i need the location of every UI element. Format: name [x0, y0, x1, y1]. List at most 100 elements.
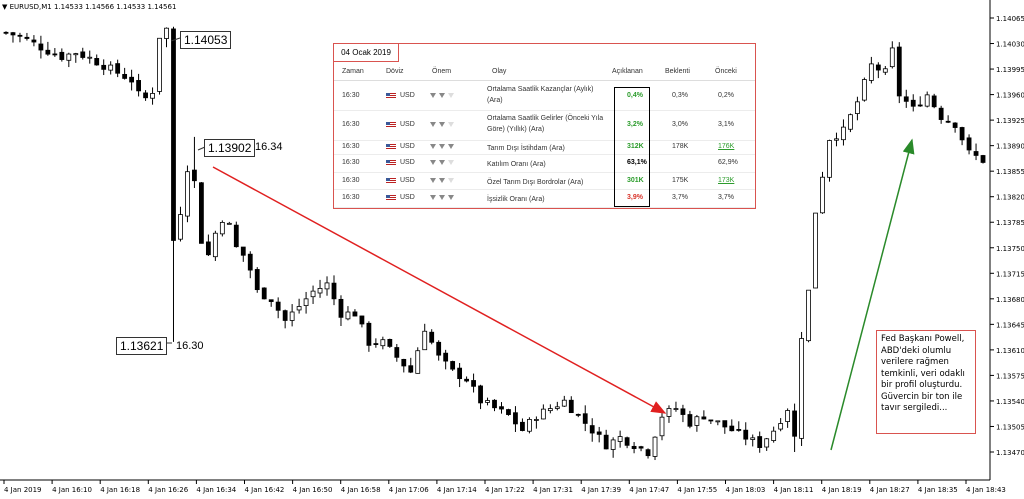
- row-previous: 3,1%: [718, 121, 734, 128]
- candle-body: [268, 299, 274, 302]
- row-time: 16:30: [342, 121, 360, 128]
- us-flag-icon: [386, 195, 396, 201]
- candle-body: [694, 416, 700, 426]
- candle-body: [219, 222, 225, 235]
- row-event: Ortalama Saatlik Kazançlar (Aylık) (Ara): [487, 86, 594, 104]
- header-forecast: Beklenti: [665, 68, 690, 75]
- down-trend-arrow: [212, 166, 667, 414]
- candle-body: [561, 399, 567, 407]
- candle-body: [959, 127, 965, 141]
- candle-body: [938, 107, 944, 120]
- candle-body: [554, 406, 560, 409]
- candle-body: [917, 104, 923, 107]
- candle-body: [240, 246, 246, 256]
- candle-body: [820, 176, 825, 214]
- importance-bull-icon: [439, 160, 445, 165]
- candle-body: [750, 437, 756, 440]
- candle-body: [366, 322, 372, 346]
- row-previous: 176K: [718, 143, 735, 150]
- candle-body: [485, 400, 490, 403]
- x-tick-label: 4 Jan 17:55: [677, 486, 717, 494]
- x-tick-label: 4 Jan 16:58: [341, 486, 381, 494]
- candle-body: [338, 298, 344, 318]
- candle-body: [687, 414, 693, 427]
- calendar-row: 16:30 USD Ortalama Saatlik Gelirler (Öncek…: [334, 110, 755, 141]
- candle-body: [520, 421, 525, 431]
- y-tick-label: 1.13505: [996, 423, 1024, 431]
- candle-body: [575, 413, 581, 416]
- candle-body: [331, 282, 337, 300]
- row-time: 16:30: [342, 194, 360, 201]
- candle-body: [806, 289, 811, 342]
- row-currency: USD: [400, 143, 415, 150]
- us-flag-icon: [386, 160, 396, 166]
- candle-body: [966, 137, 972, 151]
- low-time-label: 16.30: [176, 340, 204, 352]
- candle-body: [827, 140, 832, 178]
- header-importance: Önem: [432, 68, 452, 75]
- candle-body: [631, 445, 637, 449]
- candle-body: [129, 76, 135, 83]
- importance-bull-icon: [439, 195, 445, 200]
- candle-body: [387, 338, 393, 347]
- candle-body: [792, 410, 797, 437]
- dropdown-icon[interactable]: ▼: [2, 3, 8, 11]
- candle-body: [506, 409, 511, 415]
- candle-body: [813, 212, 818, 289]
- candle-body: [729, 425, 735, 432]
- row-actual: 3,9%: [627, 194, 643, 201]
- candle-body: [212, 232, 218, 258]
- candle-body: [764, 438, 770, 448]
- candle-body: [171, 28, 176, 241]
- row-currency: USD: [400, 194, 415, 201]
- row-event: Tarım Dışı İstihdam (Ara): [487, 145, 565, 152]
- y-tick-label: 1.13995: [996, 66, 1024, 74]
- header-actual: Açıklanan: [612, 68, 643, 75]
- us-flag-icon: [386, 122, 396, 128]
- candle-body: [401, 358, 407, 367]
- candle-body: [226, 222, 232, 225]
- candle-body: [429, 331, 435, 343]
- row-time: 16:30: [342, 92, 360, 99]
- row-currency: USD: [400, 121, 415, 128]
- calendar-row: 16:30 USD İşsizlik Oranı (Ara) 3,9% 3,7% 3,7%: [334, 189, 755, 208]
- candle-body: [352, 311, 358, 317]
- candle-body: [408, 365, 414, 373]
- candle-body: [136, 80, 141, 92]
- importance-bull-icon: [430, 178, 436, 183]
- candle-body: [848, 114, 853, 130]
- header-previous: Önceki: [715, 68, 737, 75]
- up-trend-arrow: [830, 138, 915, 451]
- candle-body: [652, 436, 658, 457]
- candle-body: [233, 224, 239, 248]
- candle-body: [80, 51, 86, 58]
- row-event: Özel Tarım Dışı Bordrolar (Ara): [487, 179, 584, 186]
- header-time: Zaman: [342, 68, 364, 75]
- candle-body: [101, 64, 107, 70]
- candle-body: [841, 126, 846, 141]
- row-currency: USD: [400, 159, 415, 166]
- x-tick-label: 4 Jan 16:18: [100, 486, 140, 494]
- candle-body: [659, 416, 665, 437]
- candle-body: [931, 95, 937, 108]
- candle-body: [247, 253, 253, 271]
- y-tick-label: 1.13540: [996, 398, 1024, 406]
- candle-body: [94, 58, 100, 66]
- row-forecast: 3,7%: [672, 194, 688, 201]
- x-tick-label: 4 Jan 16:10: [52, 486, 92, 494]
- calendar-date: 04 Ocak 2019: [333, 43, 399, 62]
- candle-body: [610, 439, 616, 450]
- y-tick-label: 1.14030: [996, 41, 1024, 49]
- calendar-row: 16:30 USD Özel Tarım Dışı Bordrolar (Ara) 3…: [334, 172, 755, 190]
- candle-body: [771, 430, 777, 441]
- y-tick-label: 1.13925: [996, 117, 1024, 125]
- x-tick-label: 4 Jan 2019: [4, 486, 42, 494]
- candle-body: [157, 37, 162, 92]
- importance-bull-icon: [439, 144, 445, 149]
- candle-body: [73, 53, 79, 56]
- row-previous: 173K: [718, 177, 735, 184]
- candle-body: [478, 385, 483, 404]
- row-event: Ortalama Saatlik Gelirler (Önceki Yıla G…: [487, 115, 604, 133]
- candle-body: [875, 64, 881, 71]
